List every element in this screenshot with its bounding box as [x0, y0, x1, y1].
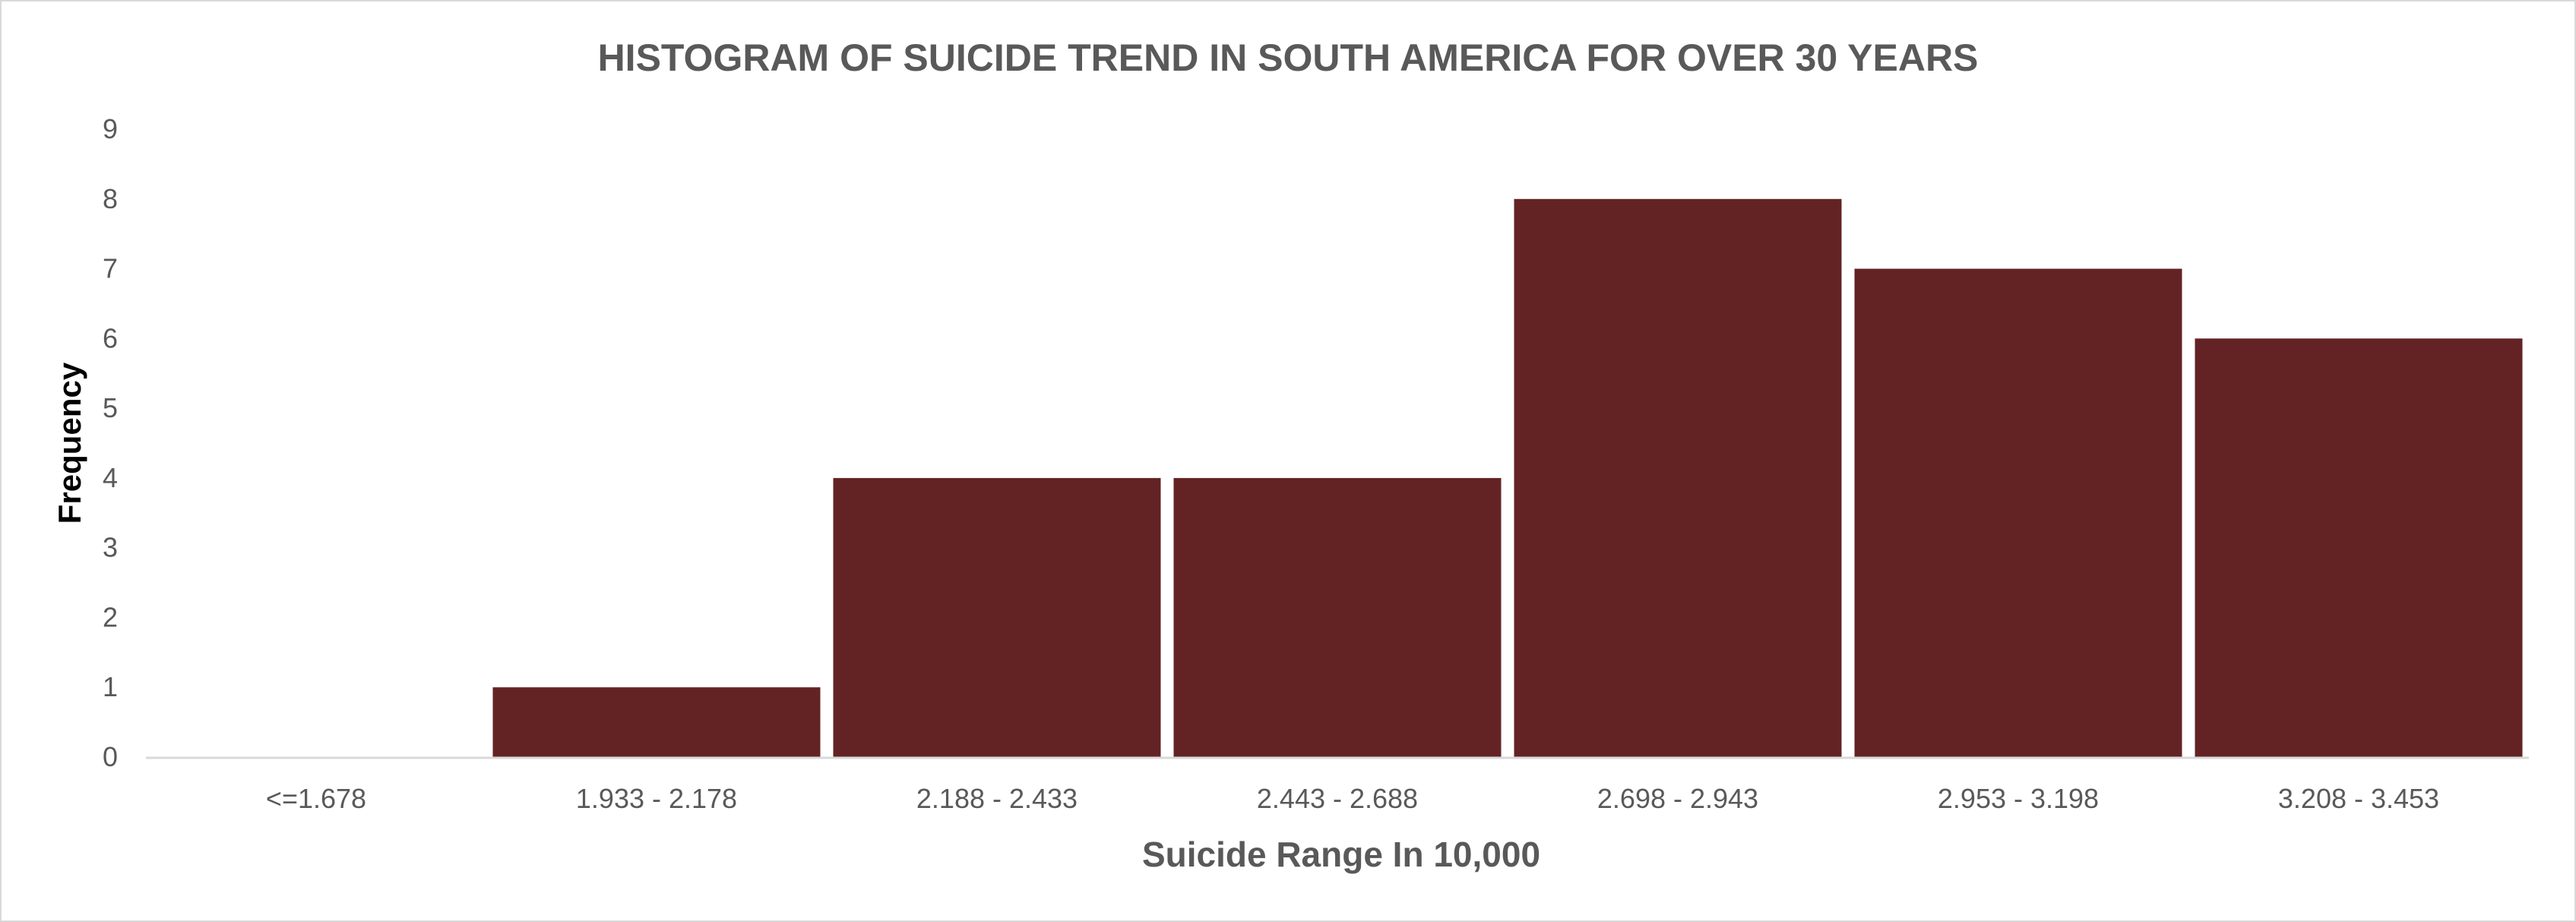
y-tick-label: 7 [103, 253, 118, 284]
histogram-bar [1173, 477, 1502, 757]
y-tick-label: 0 [103, 741, 118, 772]
x-tick-label: 2.953 - 3.198 [1938, 783, 2099, 814]
y-tick-label: 1 [103, 671, 118, 702]
histogram-bar [2195, 338, 2523, 757]
x-tick-label: <=1.678 [266, 783, 366, 814]
x-axis-ticks: <=1.678 1.933 - 2.178 2.188 - 2.433 2.443 -… [266, 783, 2439, 814]
y-axis-ticks: 0 1 2 3 4 5 6 7 8 9 [103, 113, 118, 772]
y-tick-label: 6 [103, 322, 118, 353]
y-tick-label: 8 [103, 183, 118, 214]
histogram-bar [1854, 268, 2182, 757]
histogram-bar [492, 687, 821, 757]
chart-title: HISTOGRAM OF SUICIDE TREND IN SOUTH AMER… [598, 36, 1979, 79]
bars [492, 198, 2523, 757]
x-axis-title: Suicide Range In 10,000 [1142, 835, 1540, 874]
x-tick-label: 1.933 - 2.178 [576, 783, 737, 814]
x-tick-label: 3.208 - 3.453 [2278, 783, 2439, 814]
y-tick-label: 4 [103, 462, 118, 493]
x-tick-label: 2.698 - 2.943 [1597, 783, 1758, 814]
y-tick-label: 2 [103, 601, 118, 632]
x-tick-label: 2.188 - 2.433 [916, 783, 1078, 814]
histogram-bar [833, 477, 1161, 757]
y-tick-label: 3 [103, 532, 118, 563]
y-tick-label: 5 [103, 392, 118, 423]
y-axis-title: Frequency [52, 362, 87, 524]
histogram-bar [1514, 198, 1842, 757]
x-tick-label: 2.443 - 2.688 [1257, 783, 1418, 814]
y-tick-label: 9 [103, 113, 118, 144]
